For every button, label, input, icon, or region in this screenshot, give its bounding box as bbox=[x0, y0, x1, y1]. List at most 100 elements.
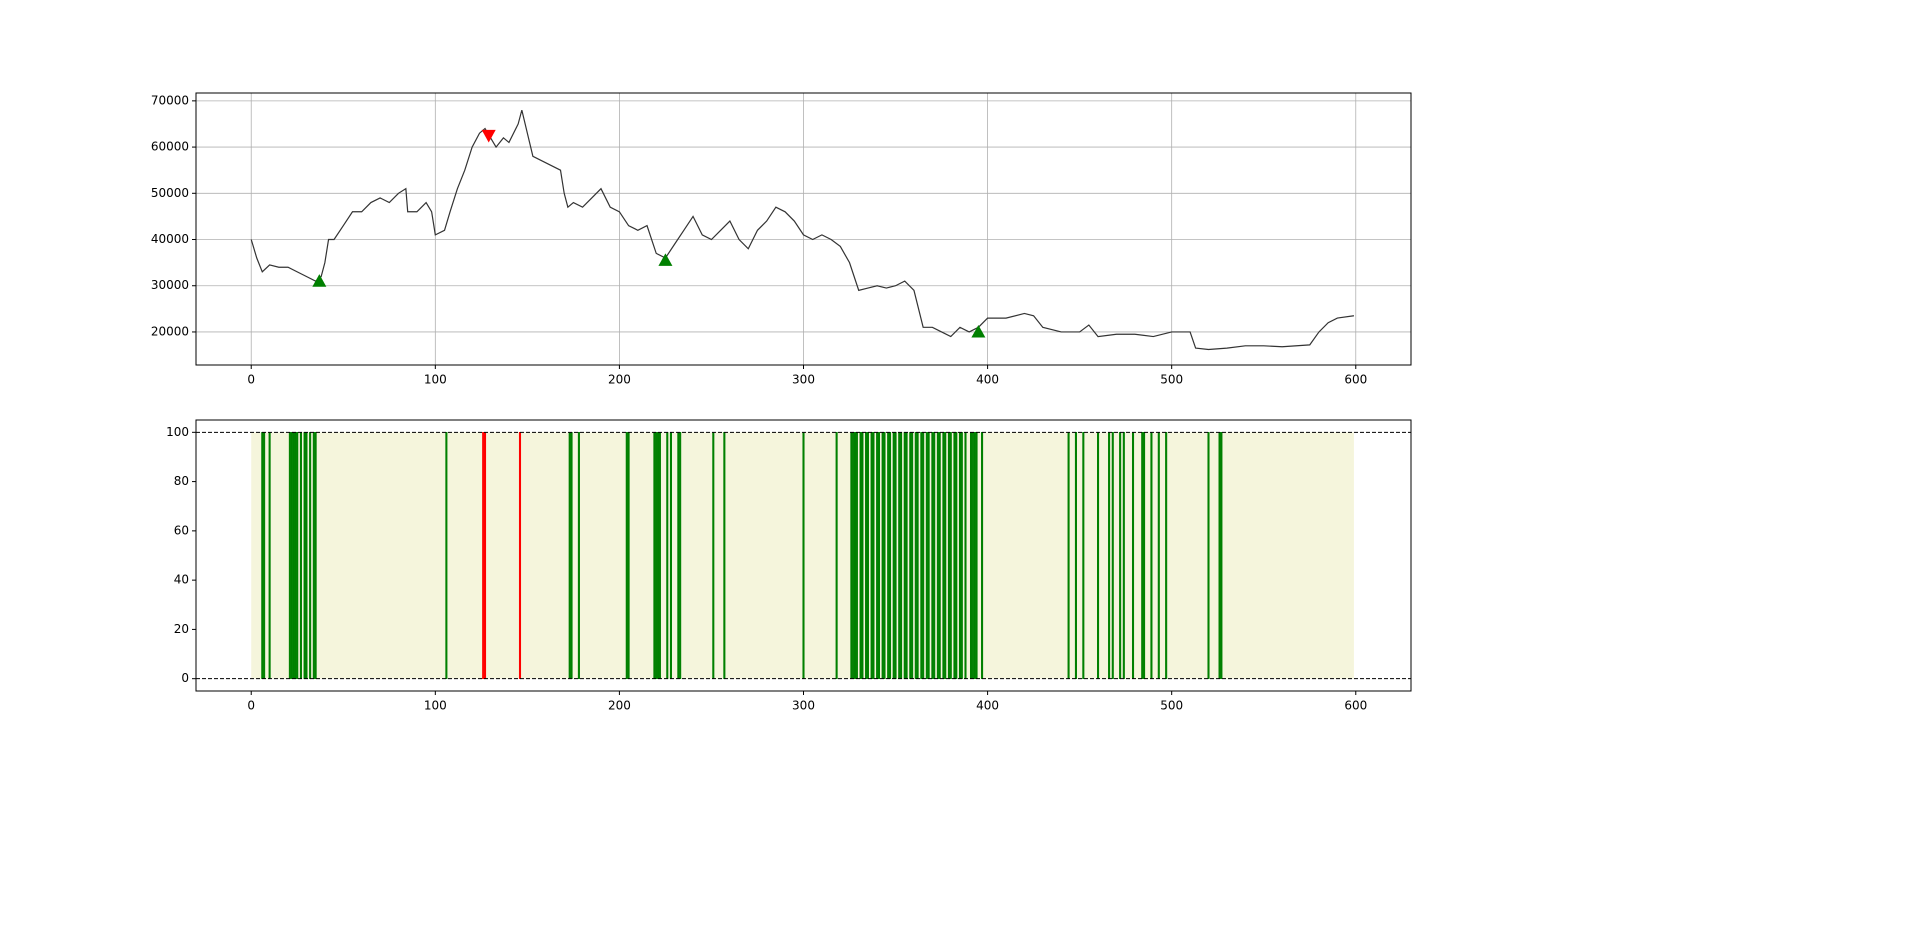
bar bbox=[933, 432, 936, 679]
bar bbox=[625, 432, 628, 679]
bar bbox=[975, 432, 978, 679]
y-tick-label: 100 bbox=[166, 425, 189, 439]
bar bbox=[861, 432, 864, 679]
bar bbox=[852, 432, 855, 679]
bar bbox=[1220, 432, 1223, 679]
bar bbox=[483, 432, 487, 679]
bar bbox=[971, 432, 974, 679]
x-tick-label: 300 bbox=[792, 699, 815, 713]
bar bbox=[653, 432, 656, 679]
bar bbox=[290, 432, 293, 679]
bar bbox=[577, 432, 580, 679]
bar bbox=[865, 432, 868, 679]
bar bbox=[883, 432, 886, 679]
y-tick-label: 20 bbox=[174, 622, 189, 636]
x-tick-label: 500 bbox=[1160, 699, 1183, 713]
bar bbox=[1097, 432, 1100, 679]
bar bbox=[303, 432, 306, 679]
bar bbox=[1150, 432, 1153, 679]
y-tick-label: 20000 bbox=[151, 324, 189, 338]
price-line bbox=[250, 109, 1355, 351]
bar bbox=[949, 432, 952, 679]
bar bbox=[1218, 432, 1221, 679]
bar bbox=[1108, 432, 1111, 679]
bar bbox=[518, 432, 522, 679]
bar bbox=[947, 432, 950, 679]
bar bbox=[870, 432, 873, 679]
bar bbox=[922, 432, 925, 679]
y-tick-label: 50000 bbox=[151, 186, 189, 200]
bar bbox=[1119, 432, 1122, 679]
bar bbox=[1143, 432, 1146, 679]
bar bbox=[1122, 432, 1125, 679]
bar bbox=[960, 432, 963, 679]
y-tick-label: 40000 bbox=[151, 232, 189, 246]
bar bbox=[969, 432, 973, 679]
x-tick-label: 300 bbox=[792, 373, 815, 387]
x-tick-label: 0 bbox=[247, 699, 255, 713]
bar bbox=[887, 432, 890, 679]
bar bbox=[802, 432, 805, 679]
bar bbox=[855, 432, 858, 679]
bar bbox=[314, 432, 317, 679]
signal-marker bbox=[481, 129, 496, 143]
bar bbox=[911, 432, 914, 679]
bar bbox=[942, 432, 945, 679]
bar bbox=[888, 432, 892, 679]
bar bbox=[916, 432, 919, 679]
axes-frame bbox=[195, 419, 1412, 692]
bar bbox=[445, 432, 448, 679]
y-tick-label: 60 bbox=[174, 523, 189, 537]
bar bbox=[872, 432, 875, 679]
bar bbox=[898, 432, 901, 679]
bar bbox=[944, 432, 947, 679]
bar bbox=[723, 432, 726, 679]
bar bbox=[964, 432, 967, 679]
bar bbox=[905, 432, 908, 679]
bar bbox=[299, 432, 302, 679]
x-tick-label: 200 bbox=[608, 699, 631, 713]
y-tick-label: 70000 bbox=[151, 93, 189, 107]
bar bbox=[1131, 432, 1135, 679]
bar bbox=[312, 432, 315, 679]
bar bbox=[627, 432, 630, 679]
bar bbox=[955, 432, 958, 679]
x-tick-label: 100 bbox=[424, 373, 447, 387]
bar bbox=[877, 432, 881, 679]
x-tick-label: 400 bbox=[976, 373, 999, 387]
x-tick-label: 0 bbox=[247, 373, 255, 387]
bar bbox=[658, 432, 661, 679]
bar bbox=[288, 432, 291, 679]
bar bbox=[1157, 432, 1160, 679]
x-tick-label: 600 bbox=[1344, 373, 1367, 387]
bar bbox=[909, 432, 912, 679]
bar bbox=[920, 432, 923, 679]
bar bbox=[294, 432, 297, 679]
x-tick-label: 100 bbox=[424, 699, 447, 713]
bar bbox=[712, 432, 715, 679]
y-tick-label: 60000 bbox=[151, 140, 189, 154]
bar bbox=[927, 432, 930, 679]
bar bbox=[268, 432, 271, 679]
bar bbox=[677, 432, 680, 679]
bar bbox=[931, 432, 934, 679]
bar bbox=[981, 432, 984, 679]
bar bbox=[903, 432, 906, 679]
bar bbox=[938, 432, 941, 679]
bar bbox=[263, 432, 266, 679]
bar bbox=[261, 432, 264, 679]
bar bbox=[876, 432, 879, 679]
bar bbox=[835, 432, 838, 679]
bar bbox=[679, 432, 682, 679]
y-tick-label: 30000 bbox=[151, 278, 189, 292]
x-tick-label: 500 bbox=[1160, 373, 1183, 387]
x-tick-label: 200 bbox=[608, 373, 631, 387]
bar bbox=[866, 432, 869, 679]
bar bbox=[859, 432, 862, 679]
bar bbox=[973, 432, 976, 679]
bar bbox=[936, 432, 939, 679]
signal-marker bbox=[971, 324, 986, 338]
x-tick-label: 600 bbox=[1344, 699, 1367, 713]
